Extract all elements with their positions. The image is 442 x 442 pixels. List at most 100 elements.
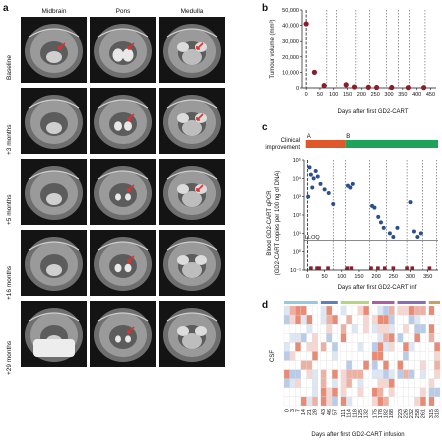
row-label-29-months: +29 months	[6, 340, 13, 375]
csf-data-point	[427, 266, 432, 270]
heatmap-cell	[346, 324, 353, 334]
heatmap-cell	[283, 342, 290, 352]
heatmap-cell	[414, 360, 421, 370]
heatmap-cell	[289, 324, 296, 334]
heatmap-cell	[320, 342, 327, 352]
x-tick-label: 14	[301, 409, 307, 415]
x-tick-label: 175	[372, 409, 378, 418]
x-tick-label: 261	[420, 409, 426, 418]
heatmap-cell	[383, 351, 390, 361]
heatmap-cell	[331, 396, 338, 407]
heatmap-cell	[408, 369, 415, 379]
heatmap-cell	[306, 333, 313, 343]
heatmap-cell	[351, 314, 358, 325]
heatmap-cell	[295, 342, 302, 352]
heatmap-cell	[408, 324, 415, 334]
x-tick-label: 250	[389, 274, 398, 280]
heatmap-cell	[340, 387, 347, 398]
heatmap-cell	[357, 305, 364, 316]
heatmap-group-bar	[340, 301, 369, 304]
x-tick-label: 7	[296, 409, 302, 412]
heatmap-cell	[434, 396, 441, 407]
csf-data-point	[391, 266, 396, 270]
x-tick-label: 50	[317, 92, 323, 98]
heatmap-cell	[414, 342, 421, 352]
heatmap-cell	[351, 305, 358, 316]
heatmap-cell	[403, 305, 409, 316]
heatmap-cell	[428, 324, 435, 334]
blood-data-point	[313, 169, 318, 173]
column-header-midbrain: Midbrain	[41, 8, 67, 15]
x-tick-label: 125	[358, 409, 364, 418]
heatmap-cell	[312, 333, 318, 343]
heatmap-cell	[331, 333, 338, 343]
heatmap-cell	[351, 378, 358, 388]
heatmap-cell	[357, 387, 364, 398]
arrow-icon	[127, 42, 135, 50]
heatmap-cell	[300, 314, 307, 325]
heatmap-cell	[403, 378, 409, 388]
heatmap-cell	[320, 378, 327, 388]
heatmap-cell	[403, 396, 409, 407]
y-tick-label: 10⁵	[293, 157, 301, 164]
heatmap-cell	[397, 378, 404, 388]
data-point	[311, 69, 318, 75]
arrow-icon	[196, 184, 204, 192]
heatmap-cell	[371, 314, 378, 325]
heatmap-cell	[363, 351, 370, 361]
heatmap-cell	[300, 305, 307, 316]
panel-b-letter: b	[262, 3, 269, 14]
csf-data-point	[410, 266, 415, 270]
heatmap-cell	[388, 333, 395, 343]
heatmap-cell	[289, 387, 296, 398]
heatmap-cell	[388, 360, 395, 370]
column-header-medulla: Medulla	[180, 8, 204, 15]
heatmap-cell	[331, 342, 338, 352]
heatmap-cell	[408, 305, 415, 316]
heatmap-cell	[326, 351, 333, 361]
heatmap-cell	[414, 314, 421, 325]
heatmap-cell	[371, 342, 378, 352]
heatmap-cell	[326, 378, 333, 388]
heatmap-cell	[403, 369, 409, 379]
heatmap-cell	[434, 333, 441, 343]
mri-image	[21, 88, 87, 154]
clinical-improvement-label: Clinical improvement	[265, 138, 300, 151]
heatmap-cell	[340, 333, 347, 343]
blood-data-point	[391, 235, 396, 239]
csf-data-point	[309, 266, 313, 270]
csf-data-point	[369, 266, 373, 270]
heatmap-cell	[312, 387, 318, 398]
y-tick-label: 10⁰	[293, 249, 302, 256]
mri-image	[21, 17, 87, 83]
x-tick-label: 232	[409, 409, 415, 418]
heatmap-cell	[351, 351, 358, 361]
x-tick-label: 300	[384, 92, 393, 98]
blood-data-point	[376, 214, 381, 219]
heatmap-cell	[289, 369, 296, 379]
heatmap-cell	[419, 342, 426, 352]
heatmap-cell	[419, 387, 426, 398]
x-tick-label: 100	[329, 92, 338, 98]
heatmap-cell	[306, 342, 313, 352]
heatmap-cell	[306, 378, 313, 388]
heatmap-cell	[357, 342, 364, 352]
x-tick-label: 21	[307, 409, 313, 415]
heatmap-cell	[388, 351, 395, 361]
csf-data-point	[349, 266, 354, 270]
csf-data-point	[382, 266, 387, 270]
mri-image	[159, 159, 225, 225]
x-tick-label: 226	[403, 409, 409, 418]
heatmap-cell	[383, 333, 390, 343]
y-tick-label: 10,000	[282, 70, 299, 76]
panel-c-qpcr-chart: Clinical improvement A B LLOQ 10⁻¹ 10⁰ 10¹ 10² 10…	[265, 134, 438, 291]
heatmap-cell	[295, 378, 302, 388]
x-tick-label: 182	[384, 409, 390, 418]
heatmap-cell	[306, 351, 313, 361]
x-tick-label: 350	[398, 92, 407, 98]
data-point	[365, 84, 371, 90]
heatmap-cell	[331, 305, 338, 316]
blood-data-point	[408, 200, 413, 205]
arrow-icon	[196, 42, 204, 50]
heatmap-cell	[295, 396, 302, 407]
